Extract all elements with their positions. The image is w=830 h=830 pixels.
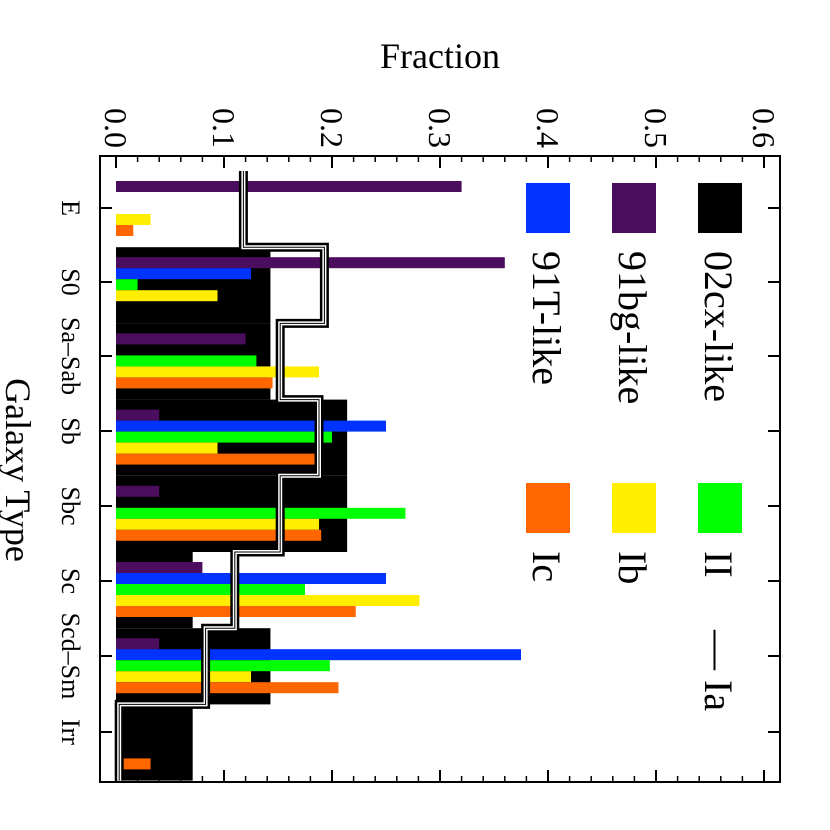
y-tick-label: 0.4: [530, 108, 566, 148]
legend-label-02cx-like: 02cx-like: [696, 251, 741, 402]
bar-91bg-like: [116, 638, 160, 650]
bar-91T-like: [116, 573, 386, 584]
y-tick-label: 0.2: [314, 108, 350, 148]
x-tick-label: Scd–Sm: [56, 613, 85, 700]
x-tick-label: Irr: [56, 719, 85, 745]
y-tick-label: 0.3: [422, 108, 458, 148]
bar-91bg-like: [116, 181, 462, 192]
legend: 02cx-like 91bg-like 91T-like II Ib Ic — Ia: [524, 183, 742, 711]
bar-91bg-like: [116, 409, 160, 421]
legend-label-II: II: [696, 551, 741, 578]
legend-label-Ia: Ia: [696, 680, 741, 711]
legend-swatch-02cx-like: [698, 183, 742, 233]
bar-Ib: [116, 366, 320, 378]
bar-Ic: [116, 377, 273, 389]
bar-Ib: [116, 442, 218, 454]
legend-label-91bg-like: 91bg-like: [610, 251, 655, 404]
bar-II: [116, 431, 332, 443]
bar-91bg-like: [116, 333, 246, 345]
legend-swatch-Ib: [612, 483, 656, 533]
plot-area: [114, 171, 521, 781]
legend-line-Ia: —: [696, 629, 741, 671]
x-tick-label: Sbc: [56, 487, 85, 526]
bar-Ic: [116, 758, 151, 770]
x-tick-label: Sb: [56, 417, 85, 444]
y-tick-label: 0.1: [206, 108, 242, 148]
legend-swatch-II: [698, 483, 742, 533]
bar-II: [116, 507, 406, 519]
bar-Ic: [116, 453, 318, 465]
y-tick-label: 0.6: [746, 108, 782, 148]
y-tick-label: 0.0: [98, 108, 134, 148]
bar-II: [116, 355, 257, 367]
legend-label-Ic: Ic: [524, 551, 569, 582]
bar-Ic: [116, 529, 322, 541]
bar-Ib: [116, 290, 218, 302]
bar-Ib: [116, 518, 320, 530]
bar-Ib: [116, 595, 420, 606]
y-tick-label: 0.5: [638, 108, 674, 148]
legend-swatch-91bg-like: [612, 183, 656, 233]
bar-II: [116, 279, 138, 291]
bar-Ic: [116, 225, 134, 236]
bar-91T-like: [116, 268, 251, 280]
line-Ia-core: [118, 171, 325, 781]
legend-swatch-Ic: [526, 483, 570, 533]
bar-Ib: [116, 671, 251, 683]
bar-91T-like: [116, 649, 521, 661]
x-tick-label: Sa–Sab: [56, 317, 85, 395]
bar-91bg-like: [116, 562, 203, 573]
bar-Ic: [116, 682, 339, 694]
legend-swatch-91T-like: [526, 183, 570, 233]
y-axis-label: Fraction: [380, 36, 500, 76]
bar-II: [116, 584, 305, 595]
bar-91bg-like: [116, 257, 505, 269]
bar-Ib: [116, 214, 151, 225]
bar-II: [116, 660, 330, 672]
x-tick-label: Sc: [56, 568, 85, 594]
x-axis-label: Galaxy Type: [0, 378, 38, 562]
axis-ticks: 0.0 0.1 0.2 0.3 0.4 0.5 0.6 E S0 Sa–Sab Sb Sbc Sc Scd…: [56, 108, 782, 782]
bar-91bg-like: [116, 485, 160, 497]
legend-label-91T-like: 91T-like: [524, 251, 569, 385]
x-tick-label: E: [56, 200, 85, 216]
legend-label-Ib: Ib: [610, 551, 655, 584]
bar-91T-like: [116, 420, 386, 432]
x-tick-label: S0: [56, 268, 85, 295]
